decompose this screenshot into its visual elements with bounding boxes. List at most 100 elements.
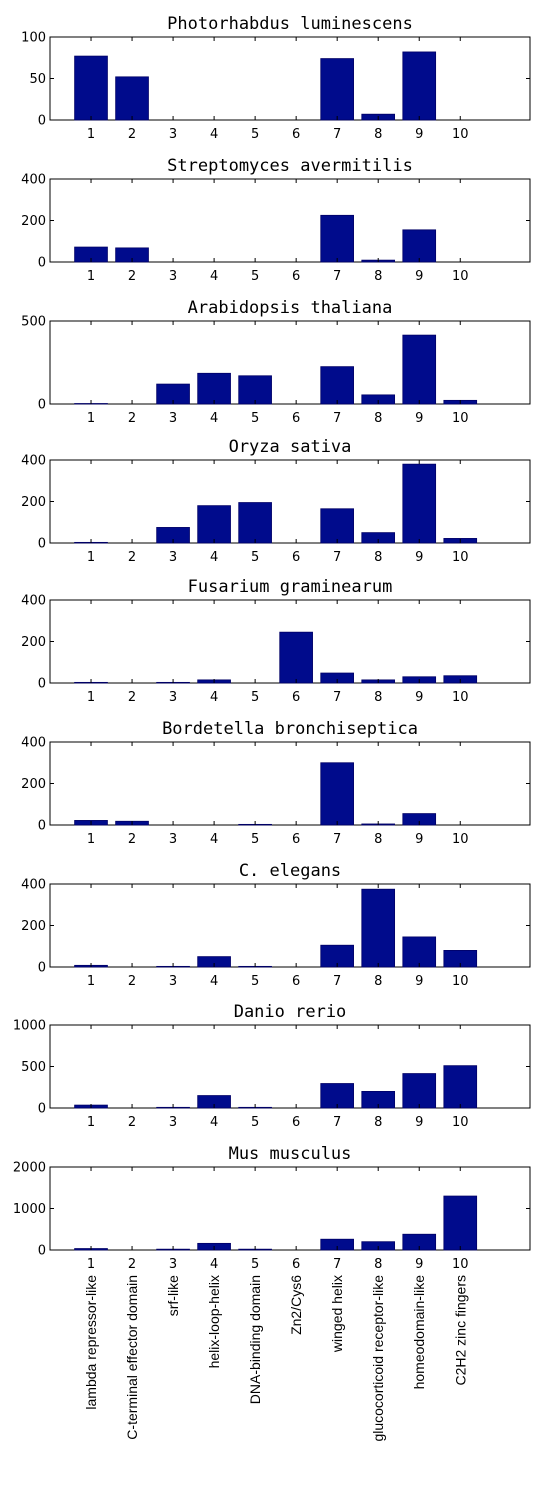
bar	[402, 51, 437, 121]
bar	[320, 366, 354, 405]
x-tick-label: 9	[415, 1115, 423, 1130]
x-tick-label: 7	[333, 269, 341, 284]
x-tick-label: 4	[210, 1115, 218, 1130]
panel-title: Mus musculus	[229, 1144, 352, 1164]
y-tick-label: 0	[38, 961, 46, 976]
panel-title: Oryza sativa	[229, 437, 352, 457]
x-tick-label: 6	[292, 127, 300, 142]
x-tick-label: 9	[415, 411, 423, 426]
x-tick-label: 10	[452, 690, 469, 705]
x-tick-label: 6	[292, 411, 300, 426]
y-tick-label: 500	[21, 1060, 46, 1075]
x-tick-label: 8	[374, 690, 382, 705]
x-tick-label: 1	[87, 832, 95, 847]
x-tick-label: 6	[292, 1115, 300, 1130]
x-tick-label: 2	[128, 1257, 136, 1272]
bar	[197, 505, 231, 544]
x-tick-label: 3	[169, 690, 177, 705]
x-tick-label: 3	[169, 1115, 177, 1130]
bar	[443, 1065, 478, 1109]
y-tick-label: 50	[29, 72, 46, 87]
panel-title: Bordetella bronchiseptica	[162, 719, 418, 739]
x-tick-label: 4	[210, 1257, 218, 1272]
x-tick-label: 9	[415, 550, 423, 565]
plot-frame	[49, 459, 531, 544]
x-tick-label: 2	[128, 690, 136, 705]
x-tick-label: 7	[333, 127, 341, 142]
x-tick-label: 7	[333, 1257, 341, 1272]
x-tick-label: 2	[128, 1115, 136, 1130]
y-tick-label: 400	[21, 454, 46, 469]
x-tick-label: 2	[128, 411, 136, 426]
panel-title: Photorhabdus luminescens	[167, 14, 413, 34]
category-label: lambda repressor-like	[83, 1275, 99, 1410]
x-tick-label: 6	[292, 832, 300, 847]
category-label: glucocorticoid receptor-like	[370, 1275, 386, 1442]
x-tick-label: 9	[415, 690, 423, 705]
bar	[402, 229, 437, 263]
bar	[279, 631, 313, 684]
bar	[197, 372, 231, 405]
x-tick-label: 10	[452, 127, 469, 142]
category-label: DNA-binding domain	[247, 1275, 263, 1404]
panel-title: Danio rerio	[234, 1002, 347, 1022]
x-tick-label: 4	[210, 550, 218, 565]
x-tick-label: 4	[210, 690, 218, 705]
category-label: C-terminal effector domain	[124, 1275, 140, 1440]
x-tick-label: 9	[415, 127, 423, 142]
category-label: winged helix	[329, 1275, 345, 1353]
category-label: C2H2 zinc fingers	[452, 1275, 468, 1386]
x-tick-label: 4	[210, 411, 218, 426]
x-tick-label: 3	[169, 832, 177, 847]
y-tick-label: 400	[21, 878, 46, 893]
x-tick-label: 6	[292, 690, 300, 705]
x-tick-label: 10	[452, 269, 469, 284]
x-tick-label: 10	[452, 550, 469, 565]
x-tick-label: 1	[87, 127, 95, 142]
bar	[320, 1083, 354, 1109]
x-tick-label: 4	[210, 832, 218, 847]
x-tick-label: 10	[452, 974, 469, 989]
x-tick-label: 8	[374, 550, 382, 565]
bar	[402, 463, 437, 544]
x-tick-label: 10	[452, 832, 469, 847]
x-tick-label: 9	[415, 832, 423, 847]
y-tick-label: 0	[38, 256, 46, 271]
bar	[115, 76, 149, 121]
y-tick-label: 200	[21, 214, 46, 229]
panel-title: C. elegans	[239, 861, 341, 881]
x-tick-label: 7	[333, 832, 341, 847]
x-tick-label: 2	[128, 127, 136, 142]
x-tick-label: 8	[374, 974, 382, 989]
category-label: helix-loop-helix	[206, 1275, 222, 1368]
x-tick-label: 9	[415, 269, 423, 284]
bar	[238, 502, 272, 544]
y-tick-label: 0	[38, 677, 46, 692]
x-tick-label: 6	[292, 269, 300, 284]
x-tick-label: 1	[87, 690, 95, 705]
y-tick-label: 0	[38, 1244, 46, 1259]
x-tick-label: 7	[333, 411, 341, 426]
y-tick-label: 200	[21, 919, 46, 934]
panel-title: Arabidopsis thaliana	[188, 298, 393, 318]
x-tick-label: 1	[87, 411, 95, 426]
bar	[320, 58, 354, 121]
x-tick-label: 3	[169, 1257, 177, 1272]
x-tick-label: 3	[169, 974, 177, 989]
bar	[74, 55, 108, 121]
x-tick-label: 5	[251, 550, 259, 565]
bar	[320, 214, 354, 263]
x-tick-label: 6	[292, 550, 300, 565]
x-tick-label: 7	[333, 1115, 341, 1130]
x-tick-label: 1	[87, 550, 95, 565]
y-tick-label: 500	[21, 315, 46, 330]
plot-frame	[49, 741, 531, 826]
y-tick-label: 0	[38, 1102, 46, 1117]
x-tick-label: 5	[251, 1257, 259, 1272]
x-tick-label: 2	[128, 550, 136, 565]
x-tick-label: 1	[87, 1257, 95, 1272]
x-tick-label: 3	[169, 550, 177, 565]
x-tick-label: 5	[251, 832, 259, 847]
x-tick-label: 1	[87, 269, 95, 284]
y-tick-label: 200	[21, 635, 46, 650]
